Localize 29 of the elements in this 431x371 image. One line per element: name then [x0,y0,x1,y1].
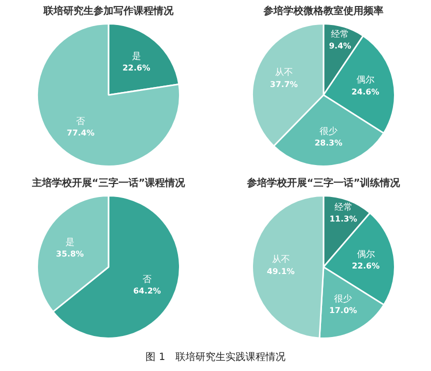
slice-label: 是 [65,236,74,248]
slice-label: 经常 [331,28,350,40]
slice-label: 从不 [274,67,293,78]
slice-label: 偶尔 [356,74,374,86]
caption: 图 1 联培研究生实践课程情况 [144,350,286,364]
data-label: 22.6% [352,262,380,271]
data-label: 11.3% [329,214,358,224]
data-label: 37.7% [270,80,298,89]
slice-label: 经常 [334,202,352,213]
data-label: 64.2% [133,286,161,296]
slice-label: 从不 [272,254,290,266]
data-label: 77.4% [66,128,95,138]
data-label: 17.0% [329,306,358,316]
data-label: 9.4% [328,42,352,51]
data-label: 49.1% [266,266,295,276]
data-label: 35.8% [56,250,84,259]
slice-label: 是 [132,50,141,62]
slice-label: 否 [142,274,152,285]
slice-label: 很少 [319,126,338,137]
chart-title: 参培学校开展“三字一话”训练情况 [246,176,402,191]
data-label: 22.6% [122,64,150,73]
data-label: 24.6% [351,87,380,96]
slice-label: 否 [76,116,86,127]
slice-label: 偶尔 [356,248,375,260]
slice-label: 很少 [334,293,352,304]
chart-title: 主培学校开展“三字一话”课程情况 [30,176,186,191]
chart-title: 联培研究生参加写作课程情况 [42,4,174,19]
chart-title: 参培学校微格教室使用频率 [262,4,384,19]
data-label: 28.3% [314,138,342,148]
